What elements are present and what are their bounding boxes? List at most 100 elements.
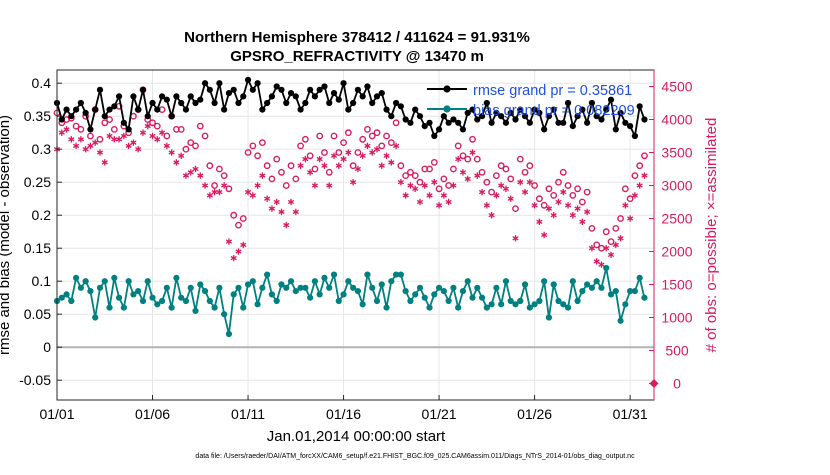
series-bias-point — [225, 330, 233, 338]
series-bias-point — [402, 288, 409, 295]
obs-assimilated-point — [82, 146, 89, 153]
series-bias-point — [435, 284, 443, 291]
series-bias-point — [144, 278, 151, 285]
series-bias-point — [426, 304, 433, 311]
series-rmse-point — [340, 80, 347, 87]
series-bias-point — [359, 301, 366, 308]
y-right-tick-label: 4500 — [661, 79, 692, 95]
obs-possible-point — [492, 172, 500, 180]
series-bias-point — [335, 297, 342, 305]
series-bias-point — [106, 304, 113, 311]
series-rmse-point — [445, 119, 452, 126]
obs-assimilated-point — [564, 202, 572, 209]
obs-possible-point — [531, 182, 538, 189]
series-rmse-point — [364, 83, 371, 90]
obs-assimilated-point — [407, 182, 414, 189]
series-rmse-point — [77, 99, 84, 107]
series-rmse-point — [641, 116, 648, 123]
series-bias-point — [612, 288, 619, 295]
series-bias-point — [244, 281, 252, 288]
obs-assimilated-point — [431, 179, 438, 186]
series-bias-point — [221, 311, 228, 318]
series-rmse-point — [163, 96, 170, 103]
obs-assimilated-point — [158, 129, 166, 136]
obs-possible-point — [292, 175, 300, 183]
obs-possible-point — [206, 162, 214, 170]
obs-assimilated-point — [560, 188, 567, 196]
obs-assimilated-point — [173, 159, 180, 166]
series-rmse-point — [402, 116, 409, 123]
obs-possible-point — [364, 125, 371, 133]
series-bias-point — [588, 284, 596, 291]
series-bias-point — [593, 278, 600, 285]
obs-assimilated-point — [240, 241, 247, 249]
obs-possible-point — [192, 142, 199, 150]
obs-possible-point — [445, 182, 453, 189]
obs-assimilated-point — [235, 248, 242, 255]
obs-assimilated-point — [106, 132, 113, 140]
series-bias-point — [345, 278, 352, 285]
series-bias-point — [526, 304, 533, 311]
series-rmse-point — [197, 96, 204, 103]
obs-assimilated-point — [483, 202, 490, 209]
obs-possible-point — [182, 145, 190, 153]
y-right-tick-label: 1000 — [661, 310, 692, 326]
series-rmse-point — [264, 99, 271, 107]
series-rmse-point — [526, 119, 533, 126]
series-bias-point — [149, 294, 156, 301]
series-bias-point — [354, 288, 361, 295]
series-bias-point — [187, 284, 194, 291]
obs-assimilated-point — [144, 122, 151, 130]
obs-possible-point — [340, 139, 347, 147]
series-rmse-point — [488, 119, 495, 126]
obs-possible-point — [502, 165, 510, 173]
obs-assimilated-point — [579, 218, 586, 225]
x-axis-label: Jan.01,2014 00:00:00 start — [267, 428, 446, 445]
y-left-tick-label: 0.35 — [24, 108, 51, 124]
obs-possible-point — [507, 175, 515, 183]
series-rmse-point — [622, 119, 629, 126]
series-rmse-point — [278, 86, 285, 93]
series-bias-point — [617, 317, 624, 324]
series-rmse-point — [521, 113, 529, 120]
series-rmse-point — [211, 99, 218, 107]
obs-possible-point — [335, 149, 343, 156]
obs-possible-point — [488, 188, 496, 196]
obs-assimilated-point — [545, 205, 553, 212]
obs-assimilated-point — [92, 139, 99, 146]
obs-possible-point — [373, 129, 381, 137]
series-bias-point — [541, 278, 548, 285]
series-rmse-point — [316, 86, 323, 93]
obs-possible-point — [516, 155, 524, 163]
obs-possible-point — [321, 149, 328, 156]
series-rmse-point — [139, 86, 147, 93]
y-left-tick-label: 0.05 — [24, 306, 51, 322]
obs-possible-point — [397, 162, 405, 170]
series-bias-point — [178, 294, 185, 301]
series-rmse-point — [631, 132, 638, 140]
obs-assimilated-point — [201, 182, 209, 189]
series-bias-point — [488, 301, 495, 308]
obs-assimilated-point — [264, 195, 271, 202]
series-bias-point — [182, 297, 190, 305]
series-bias-point — [130, 291, 137, 298]
series-rmse-point — [636, 103, 643, 110]
x-tick-label: 01/11 — [231, 406, 265, 422]
series-rmse-point — [73, 106, 80, 113]
series-bias-point — [206, 297, 213, 305]
obs-assimilated-point — [178, 152, 185, 159]
series-rmse-point — [603, 106, 610, 113]
series-bias-point — [636, 274, 643, 281]
obs-assimilated-point — [488, 212, 495, 219]
series-rmse-point — [545, 113, 553, 120]
series-bias-point — [369, 284, 376, 291]
obs-assimilated-point — [450, 182, 457, 189]
series-rmse-point — [555, 119, 562, 126]
obs-possible-point — [287, 162, 295, 170]
series-bias-point — [292, 288, 299, 295]
obs-assimilated-point — [445, 198, 452, 206]
obs-assimilated-point — [340, 155, 347, 163]
series-bias-point — [278, 281, 285, 288]
series-bias-point — [68, 297, 75, 305]
obs-possible-point — [540, 201, 548, 209]
